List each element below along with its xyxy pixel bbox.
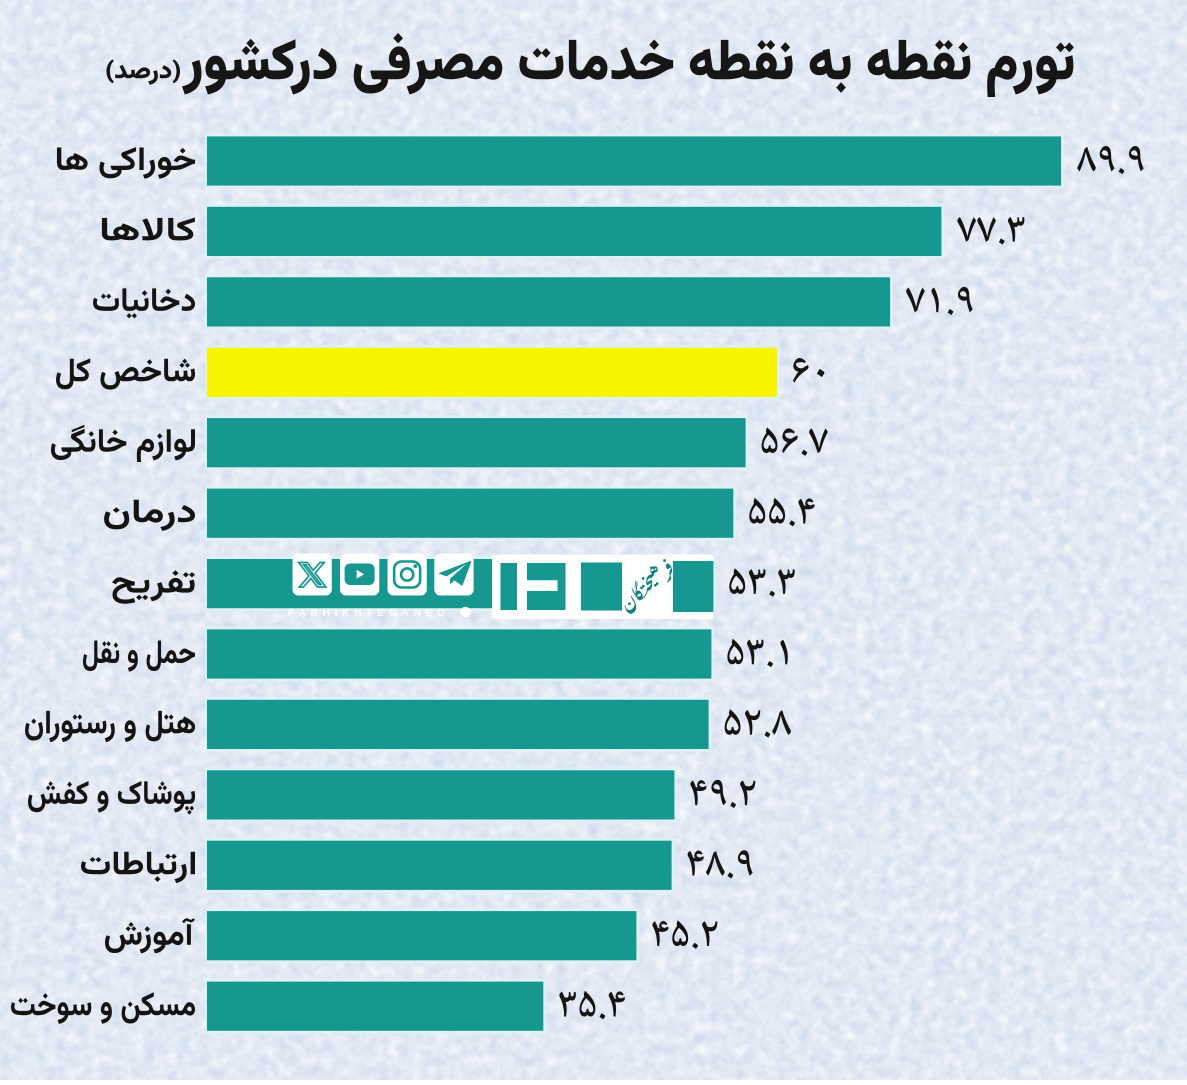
- svg-text:FARHIKHTEGANEC: FARHIKHTEGANEC: [288, 607, 449, 619]
